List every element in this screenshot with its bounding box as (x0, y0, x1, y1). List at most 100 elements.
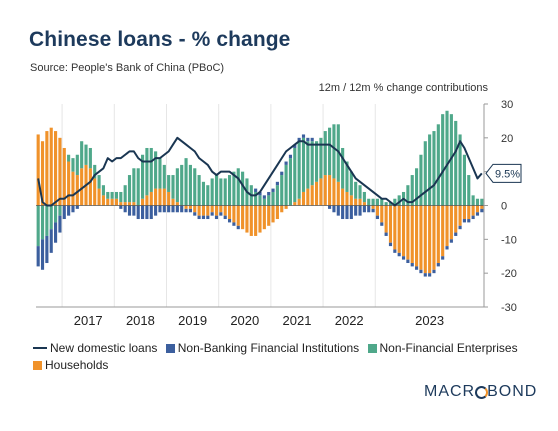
chart-legend: New domestic loans Non-Banking Financial… (33, 340, 533, 374)
bar-households (258, 205, 262, 233)
bar-households (401, 205, 406, 257)
bar-non-financial-enterprises (358, 185, 362, 199)
bar-non-financial-enterprises (141, 154, 145, 199)
bar-households (336, 181, 340, 206)
bar-non-financial-enterprises (314, 141, 319, 182)
bar-nbfi (462, 219, 466, 223)
bar-households (241, 205, 245, 230)
bar-nbfi (415, 266, 419, 270)
bar-nbfi (458, 225, 462, 230)
bar-households (214, 205, 219, 216)
bar-households (306, 188, 310, 206)
bar-households (380, 205, 384, 223)
bar-households (106, 198, 110, 206)
bar-non-financial-enterprises (480, 198, 484, 206)
bar-households (415, 205, 419, 267)
bar-nbfi (432, 269, 436, 274)
bar-nbfi (328, 205, 332, 209)
bar-households (375, 205, 379, 216)
bar-nbfi (40, 239, 45, 270)
bar-non-financial-enterprises (280, 175, 284, 206)
bar-nbfi (232, 222, 236, 226)
x-tick-label: 2021 (283, 313, 312, 328)
legend-item-nfe: Non-Financial Enterprises (367, 340, 518, 357)
bar-households (119, 202, 123, 206)
bar-households (293, 202, 297, 206)
bar-households (449, 205, 453, 240)
bar-households (54, 131, 58, 206)
bar-nbfi (45, 235, 49, 264)
bar-households (45, 131, 49, 206)
bar-non-financial-enterprises (145, 147, 149, 196)
bar-nbfi (406, 259, 410, 264)
bar-nbfi (262, 195, 266, 199)
bar-nbfi (132, 205, 136, 216)
bar-non-financial-enterprises (432, 131, 436, 206)
bar-non-financial-enterprises (201, 181, 206, 206)
bar-non-financial-enterprises (58, 205, 62, 216)
bar-households (249, 205, 253, 236)
bar-nbfi (188, 208, 192, 213)
bar-nbfi (258, 191, 262, 196)
legend-label: New domestic loans (50, 341, 158, 355)
y-tick-label: 20 (501, 133, 513, 145)
bar-nbfi (423, 273, 427, 277)
bar-non-financial-enterprises (88, 147, 92, 169)
bar-households (227, 205, 232, 220)
bar-nbfi (297, 137, 301, 142)
bar-nbfi (341, 205, 345, 220)
y-tick-label: -30 (501, 302, 517, 314)
x-tick-label: 2018 (126, 313, 155, 328)
bar-nbfi (145, 205, 149, 220)
bar-non-financial-enterprises (158, 158, 162, 189)
bar-households (49, 127, 53, 206)
y-tick-label: 0 (501, 201, 507, 213)
bar-households (188, 205, 192, 209)
bar-nbfi (393, 249, 397, 253)
x-tick-label: 2020 (230, 313, 259, 328)
bar-households (301, 191, 306, 206)
bar-households (210, 205, 214, 213)
bar-nbfi (141, 205, 145, 220)
bar-households (323, 175, 327, 206)
bar-nbfi (275, 181, 279, 186)
bar-non-financial-enterprises (154, 151, 158, 189)
bar-households (319, 178, 323, 206)
bar-non-financial-enterprises (371, 198, 375, 206)
bar-households (297, 198, 301, 206)
bar-nbfi (167, 205, 171, 213)
bar-non-financial-enterprises (80, 141, 84, 169)
bar-nbfi (445, 246, 449, 250)
bar-households (62, 147, 66, 206)
bar-non-financial-enterprises (223, 178, 227, 206)
bar-households (475, 205, 480, 213)
bar-nbfi (62, 205, 66, 220)
bar-non-financial-enterprises (475, 198, 480, 206)
bar-nbfi (206, 215, 210, 220)
bar-households (341, 188, 345, 206)
line-new-domestic-loans (37, 136, 483, 207)
bar-non-financial-enterprises (106, 191, 110, 199)
bar-nbfi (67, 205, 71, 216)
bar-nbfi (480, 208, 484, 213)
bar-non-financial-enterprises (415, 168, 419, 206)
bar-non-financial-enterprises (54, 205, 58, 223)
bar-non-financial-enterprises (75, 154, 79, 176)
bar-households (197, 205, 201, 216)
bar-non-financial-enterprises (97, 175, 101, 189)
bar-households (432, 205, 436, 270)
bar-nbfi (371, 208, 375, 213)
bar-non-financial-enterprises (349, 171, 353, 196)
bar-nbfi (197, 215, 201, 220)
bar-households (423, 205, 427, 274)
bar-non-financial-enterprises (236, 168, 240, 206)
bar-non-financial-enterprises (101, 185, 105, 196)
bar-non-financial-enterprises (110, 191, 114, 199)
bar-households (114, 198, 119, 206)
bar-households (232, 205, 236, 223)
bar-households (271, 205, 275, 223)
bar-nbfi (467, 219, 471, 223)
bar-nbfi (201, 215, 206, 220)
bar-households (145, 195, 149, 206)
